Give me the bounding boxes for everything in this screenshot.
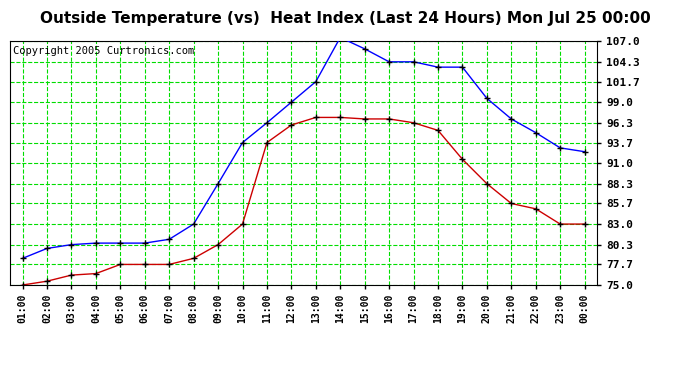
Text: Copyright 2005 Curtronics.com: Copyright 2005 Curtronics.com xyxy=(13,46,195,56)
Text: Outside Temperature (vs)  Heat Index (Last 24 Hours) Mon Jul 25 00:00: Outside Temperature (vs) Heat Index (Las… xyxy=(39,11,651,26)
